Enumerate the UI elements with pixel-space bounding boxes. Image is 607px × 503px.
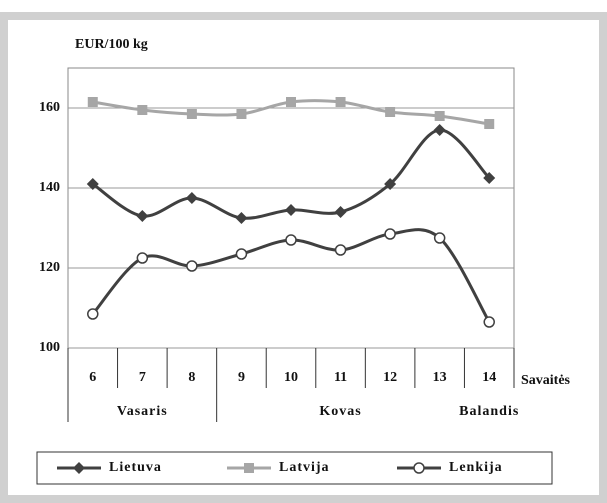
legend-label: Lietuva (109, 460, 162, 475)
marker (235, 248, 248, 260)
marker (334, 206, 347, 218)
marker (483, 316, 495, 328)
x-tick-label: 12 (383, 370, 397, 385)
marker (384, 178, 397, 190)
y-tick-label: 160 (39, 100, 60, 115)
marker (73, 462, 85, 474)
marker (87, 97, 98, 107)
x-tick-label: 8 (188, 370, 195, 385)
marker (334, 244, 347, 256)
legend (36, 451, 553, 485)
marker (433, 124, 446, 136)
month-label: Kovas (319, 404, 361, 419)
x-tick-label: 14 (482, 370, 496, 385)
x-tick-label: 13 (433, 370, 447, 385)
marker (137, 105, 148, 115)
month-label: Balandis (459, 404, 519, 419)
marker (235, 212, 248, 224)
frame (0, 12, 607, 503)
marker (185, 192, 198, 204)
x-tick-label: 10 (284, 370, 298, 385)
marker (285, 204, 297, 216)
x-tick-label: 9 (238, 370, 245, 385)
marker (413, 462, 425, 474)
marker (87, 308, 99, 320)
marker (433, 232, 446, 244)
legend-label: Lenkija (449, 460, 503, 475)
marker (434, 111, 445, 121)
marker (483, 172, 496, 184)
x-tick-label: 6 (89, 370, 96, 385)
marker (484, 119, 495, 129)
month-label: Vasaris (117, 404, 168, 419)
marker (136, 210, 149, 222)
x-tick-label: 11 (334, 370, 347, 385)
marker (335, 97, 346, 107)
x-tick-label: 7 (139, 370, 146, 385)
y-tick-label: 120 (39, 260, 60, 275)
marker (136, 252, 149, 264)
y-tick-label: 140 (39, 180, 60, 195)
legend-label: Latvija (279, 460, 330, 475)
marker (286, 97, 296, 107)
marker (285, 234, 297, 246)
x-axis-label: Savaitės (521, 373, 571, 388)
marker (236, 109, 247, 119)
y-axis-label: EUR/100 kg (75, 37, 148, 52)
marker (86, 178, 99, 190)
marker (186, 260, 198, 272)
y-tick-label: 100 (39, 340, 60, 355)
marker (244, 463, 254, 473)
marker (384, 228, 396, 240)
marker (385, 107, 396, 117)
marker (186, 109, 197, 119)
